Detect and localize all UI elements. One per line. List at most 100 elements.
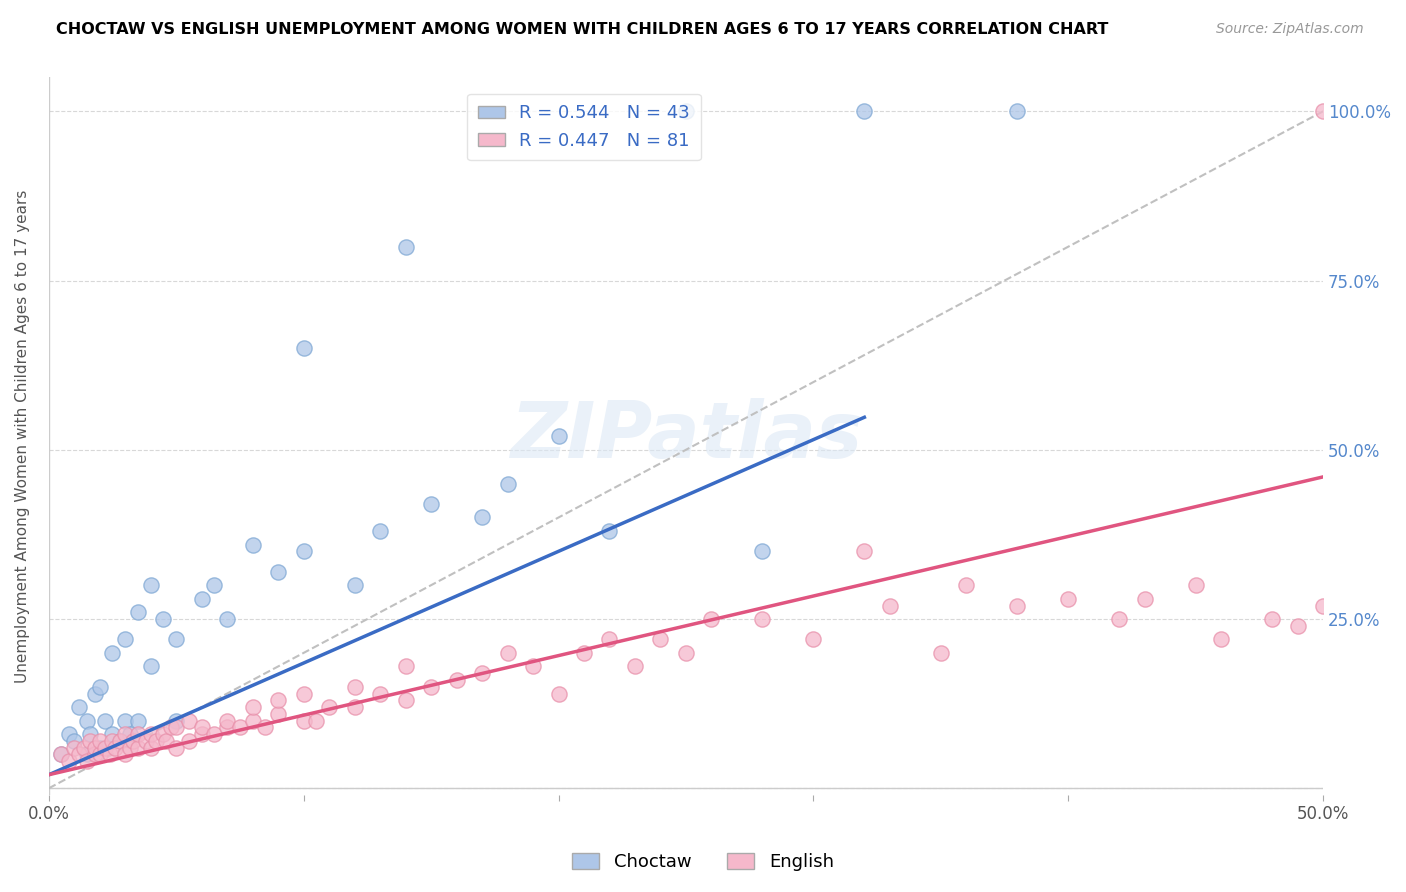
Point <box>229 720 252 734</box>
Point <box>83 747 105 762</box>
Point <box>114 727 136 741</box>
Point <box>67 700 90 714</box>
Point <box>598 632 620 647</box>
Legend: R = 0.544   N = 43, R = 0.447   N = 81: R = 0.544 N = 43, R = 0.447 N = 81 <box>467 94 702 161</box>
Point <box>58 754 80 768</box>
Point <box>803 632 825 647</box>
Point <box>152 727 174 741</box>
Point <box>267 706 290 721</box>
Point <box>108 734 131 748</box>
Point <box>139 578 162 592</box>
Point <box>89 680 111 694</box>
Point <box>76 714 98 728</box>
Point <box>292 714 315 728</box>
Point <box>121 734 143 748</box>
Point <box>394 659 416 673</box>
Point <box>471 510 494 524</box>
Point <box>471 666 494 681</box>
Point <box>139 659 162 673</box>
Point <box>267 565 290 579</box>
Point <box>190 591 212 606</box>
Point <box>79 727 101 741</box>
Point <box>120 740 142 755</box>
Point <box>1057 591 1080 606</box>
Point <box>145 734 167 748</box>
Point <box>394 240 416 254</box>
Legend: Choctaw, English: Choctaw, English <box>565 846 841 879</box>
Point <box>572 646 595 660</box>
Point <box>879 599 901 613</box>
Point <box>127 740 149 755</box>
Point <box>51 747 73 762</box>
Point <box>751 544 773 558</box>
Point <box>165 740 187 755</box>
Point <box>135 734 157 748</box>
Point <box>1286 619 1309 633</box>
Point <box>63 740 86 755</box>
Point <box>120 727 142 741</box>
Point <box>1261 612 1284 626</box>
Point <box>242 538 264 552</box>
Point <box>139 740 162 755</box>
Point <box>165 714 187 728</box>
Point <box>177 714 200 728</box>
Point <box>394 693 416 707</box>
Point <box>496 646 519 660</box>
Point <box>139 727 162 741</box>
Point <box>114 714 136 728</box>
Point <box>700 612 723 626</box>
Point <box>160 720 183 734</box>
Point <box>650 632 672 647</box>
Point <box>114 747 136 762</box>
Point <box>204 578 226 592</box>
Point <box>89 734 111 748</box>
Point <box>1007 104 1029 119</box>
Point <box>73 740 96 755</box>
Point <box>76 747 98 762</box>
Point <box>675 104 697 119</box>
Point <box>94 740 117 755</box>
Point <box>292 341 315 355</box>
Point <box>190 727 212 741</box>
Point <box>254 720 277 734</box>
Point <box>343 700 366 714</box>
Point <box>853 544 876 558</box>
Point <box>98 747 121 762</box>
Point <box>101 646 124 660</box>
Point <box>67 747 90 762</box>
Point <box>305 714 328 728</box>
Point <box>217 720 239 734</box>
Point <box>217 612 239 626</box>
Point <box>127 714 149 728</box>
Point <box>343 578 366 592</box>
Point <box>101 734 124 748</box>
Point <box>155 734 177 748</box>
Point <box>1108 612 1130 626</box>
Point <box>368 686 391 700</box>
Point <box>127 727 149 741</box>
Point <box>89 740 111 755</box>
Point <box>58 727 80 741</box>
Point <box>101 727 124 741</box>
Text: ZIPatlas: ZIPatlas <box>510 398 862 475</box>
Point <box>1211 632 1233 647</box>
Point <box>83 740 105 755</box>
Point <box>853 104 876 119</box>
Point <box>242 714 264 728</box>
Point <box>108 734 131 748</box>
Point <box>104 740 127 755</box>
Point <box>51 747 73 762</box>
Point <box>76 754 98 768</box>
Point <box>177 734 200 748</box>
Point <box>496 476 519 491</box>
Point <box>152 612 174 626</box>
Point <box>242 700 264 714</box>
Point <box>83 686 105 700</box>
Point <box>63 734 86 748</box>
Point <box>267 693 290 707</box>
Point <box>94 714 117 728</box>
Point <box>1133 591 1156 606</box>
Point <box>292 686 315 700</box>
Point <box>114 632 136 647</box>
Point <box>1312 104 1334 119</box>
